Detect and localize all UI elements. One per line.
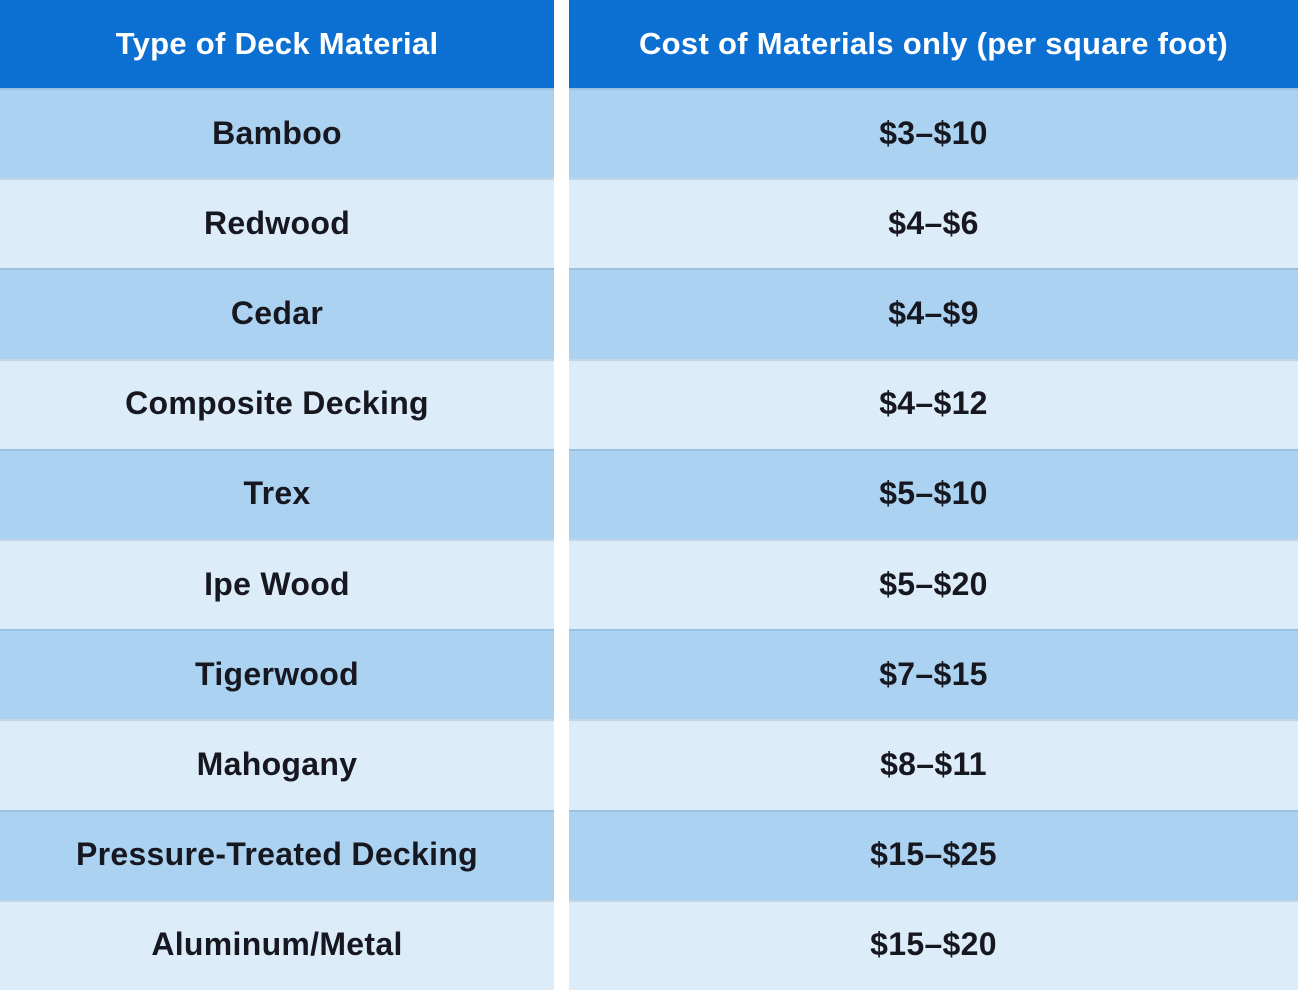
cost-cell-ipe-wood: $5–$20 <box>569 539 1298 630</box>
cost-cell-redwood: $4–$6 <box>569 178 1298 269</box>
cost-cell-mahogany: $8–$11 <box>569 719 1298 810</box>
cost-cell-aluminum-metal: $15–$20 <box>569 899 1298 990</box>
material-cell-redwood: Redwood <box>0 178 554 269</box>
cost-cell-bamboo: $3–$10 <box>569 88 1298 179</box>
cost-cell-tigerwood: $7–$15 <box>569 629 1298 720</box>
material-cell-tigerwood: Tigerwood <box>0 629 554 720</box>
material-cell-bamboo: Bamboo <box>0 88 554 179</box>
material-cell-composite-decking: Composite Decking <box>0 358 554 449</box>
material-column: Type of Deck Material Bamboo Redwood Ced… <box>0 0 554 990</box>
material-cell-aluminum-metal: Aluminum/Metal <box>0 899 554 990</box>
cost-column-header: Cost of Materials only (per square foot) <box>569 0 1298 88</box>
cost-column: Cost of Materials only (per square foot)… <box>569 0 1298 990</box>
material-cell-cedar: Cedar <box>0 268 554 359</box>
cost-cell-composite-decking: $4–$12 <box>569 358 1298 449</box>
cost-cell-trex: $5–$10 <box>569 448 1298 540</box>
material-cell-mahogany: Mahogany <box>0 719 554 810</box>
cost-cell-pressure-treated-decking: $15–$25 <box>569 809 1298 900</box>
material-column-header: Type of Deck Material <box>0 0 554 88</box>
material-cell-pressure-treated-decking: Pressure-Treated Decking <box>0 809 554 900</box>
material-cell-trex: Trex <box>0 448 554 540</box>
cost-cell-cedar: $4–$9 <box>569 268 1298 359</box>
material-cell-ipe-wood: Ipe Wood <box>0 539 554 630</box>
